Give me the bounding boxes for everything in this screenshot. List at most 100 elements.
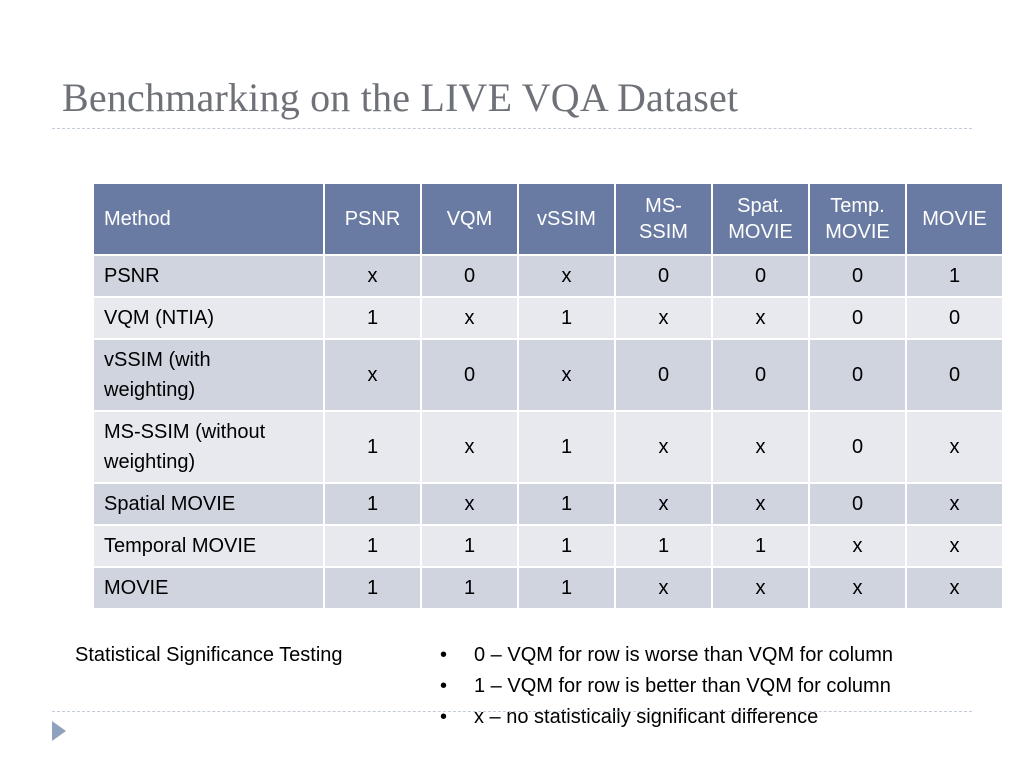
bullet-dot: •	[440, 675, 448, 697]
column-header: Temp. MOVIE	[808, 182, 907, 256]
legend-item-better: • 1 – VQM for row is better than VQM for …	[440, 675, 893, 706]
column-header: PSNR	[323, 182, 422, 256]
text-line: vSSIM (with	[104, 349, 211, 371]
slide-title: Benchmarking on the LIVE VQA Dataset	[62, 75, 739, 120]
text-line: MS-	[645, 195, 682, 217]
table-cell: 0	[420, 254, 519, 298]
table-cell: x	[711, 566, 810, 610]
legend-item-text: 0 – VQM for row is worse than VQM for co…	[474, 644, 894, 666]
row-label: vSSIM (with weighting)	[92, 338, 325, 412]
table-cell: 1	[517, 524, 616, 568]
table-cell: 1	[323, 296, 422, 340]
table-row: Spatial MOVIE 1 x 1 x x 0 x	[92, 482, 1004, 526]
table-cell: x	[517, 254, 616, 298]
table-cell: 1	[323, 524, 422, 568]
legend-item-text: x – no statistically significant differe…	[474, 706, 819, 728]
legend-list: • 0 – VQM for row is worse than VQM for c…	[440, 644, 893, 737]
title-divider	[52, 128, 972, 129]
table-cell: x	[420, 296, 519, 340]
text-line: SSIM	[639, 221, 688, 243]
table-cell: 0	[420, 338, 519, 412]
table-body: PSNR x 0 x 0 0 0 1 VQM (NTIA) 1 x 1 x x 0 0 vSSIM (with w…	[92, 254, 1004, 610]
text-line: MOVIE	[728, 221, 793, 243]
text-line: Temp.	[830, 195, 885, 217]
row-label: MOVIE	[92, 566, 325, 610]
footer-divider	[52, 711, 972, 712]
table-cell: 0	[808, 338, 907, 412]
row-label: Spatial MOVIE	[92, 482, 325, 526]
table-cell: 1	[420, 524, 519, 568]
text-line: MOVIE	[104, 577, 169, 599]
table-cell: x	[711, 410, 810, 484]
table-cell: 1	[614, 524, 713, 568]
table-cell: 1	[323, 566, 422, 610]
row-label: Temporal MOVIE	[92, 524, 325, 568]
table-cell: 1	[517, 296, 616, 340]
text-line: MOVIE	[825, 221, 890, 243]
text-line: weighting)	[104, 379, 196, 401]
column-header: VQM	[420, 182, 519, 256]
table-cell: x	[905, 566, 1004, 610]
table-cell: x	[614, 410, 713, 484]
table-cell: x	[323, 338, 422, 412]
significance-table: Method PSNR VQM vSSIM MS- SSIM Spat. MOVIE Temp.…	[92, 182, 1004, 610]
table-cell: 0	[711, 254, 810, 298]
table-cell: 1	[905, 254, 1004, 298]
column-header: Spat. MOVIE	[711, 182, 810, 256]
table-cell: 0	[614, 254, 713, 298]
legend-item-text: 1 – VQM for row is better than VQM for c…	[474, 675, 891, 697]
table-cell: x	[614, 566, 713, 610]
table-row: PSNR x 0 x 0 0 0 1	[92, 254, 1004, 298]
table-cell: x	[711, 482, 810, 526]
text-line: PSNR	[344, 208, 401, 230]
slide-nav-arrow-icon	[52, 721, 66, 741]
text-line: MS-SSIM (without	[104, 421, 266, 443]
table-cell: x	[323, 254, 422, 298]
legend-label: Statistical Significance Testing	[75, 644, 343, 666]
row-label: VQM (NTIA)	[92, 296, 325, 340]
table-cell: 0	[808, 410, 907, 484]
text-line: Spat.	[737, 195, 784, 217]
table-header-row: Method PSNR VQM vSSIM MS- SSIM Spat. MOVIE Temp.…	[92, 182, 1004, 256]
table-cell: 0	[905, 338, 1004, 412]
column-header: MOVIE	[905, 182, 1004, 256]
table-cell: x	[808, 524, 907, 568]
table-cell: 1	[517, 566, 616, 610]
text-line: MOVIE	[922, 208, 987, 230]
table-cell: x	[614, 482, 713, 526]
table-cell: 0	[614, 338, 713, 412]
text-line: Method	[104, 208, 171, 230]
column-header: vSSIM	[517, 182, 616, 256]
text-line: weighting)	[104, 451, 196, 473]
table-cell: x	[808, 566, 907, 610]
table-row: Temporal MOVIE 1 1 1 1 1 x x	[92, 524, 1004, 568]
table-cell: 1	[420, 566, 519, 610]
bullet-dot: •	[440, 644, 448, 666]
table-cell: x	[420, 482, 519, 526]
text-line: VQM (NTIA)	[104, 307, 214, 329]
table-row: MOVIE 1 1 1 x x x x	[92, 566, 1004, 610]
text-line: Spatial MOVIE	[104, 493, 236, 515]
table-cell: 1	[517, 410, 616, 484]
text-line: vSSIM	[537, 208, 596, 230]
table-row: MS-SSIM (without weighting) 1 x 1 x x 0 x	[92, 410, 1004, 484]
bullet-dot: •	[440, 706, 448, 728]
text-line: Temporal MOVIE	[104, 535, 257, 557]
table-cell: 1	[323, 482, 422, 526]
table-cell: x	[420, 410, 519, 484]
text-line: VQM	[446, 208, 493, 230]
table-cell: x	[517, 338, 616, 412]
table-cell: 0	[808, 254, 907, 298]
row-label: PSNR	[92, 254, 325, 298]
text-line: PSNR	[104, 265, 160, 287]
table-cell: x	[905, 482, 1004, 526]
column-header: MS- SSIM	[614, 182, 713, 256]
row-label: MS-SSIM (without weighting)	[92, 410, 325, 484]
table-cell: 1	[323, 410, 422, 484]
table-cell: x	[905, 410, 1004, 484]
table-cell: 0	[905, 296, 1004, 340]
table-cell: 0	[808, 296, 907, 340]
table-row: vSSIM (with weighting) x 0 x 0 0 0 0	[92, 338, 1004, 412]
table-cell: 1	[711, 524, 810, 568]
table-cell: x	[614, 296, 713, 340]
